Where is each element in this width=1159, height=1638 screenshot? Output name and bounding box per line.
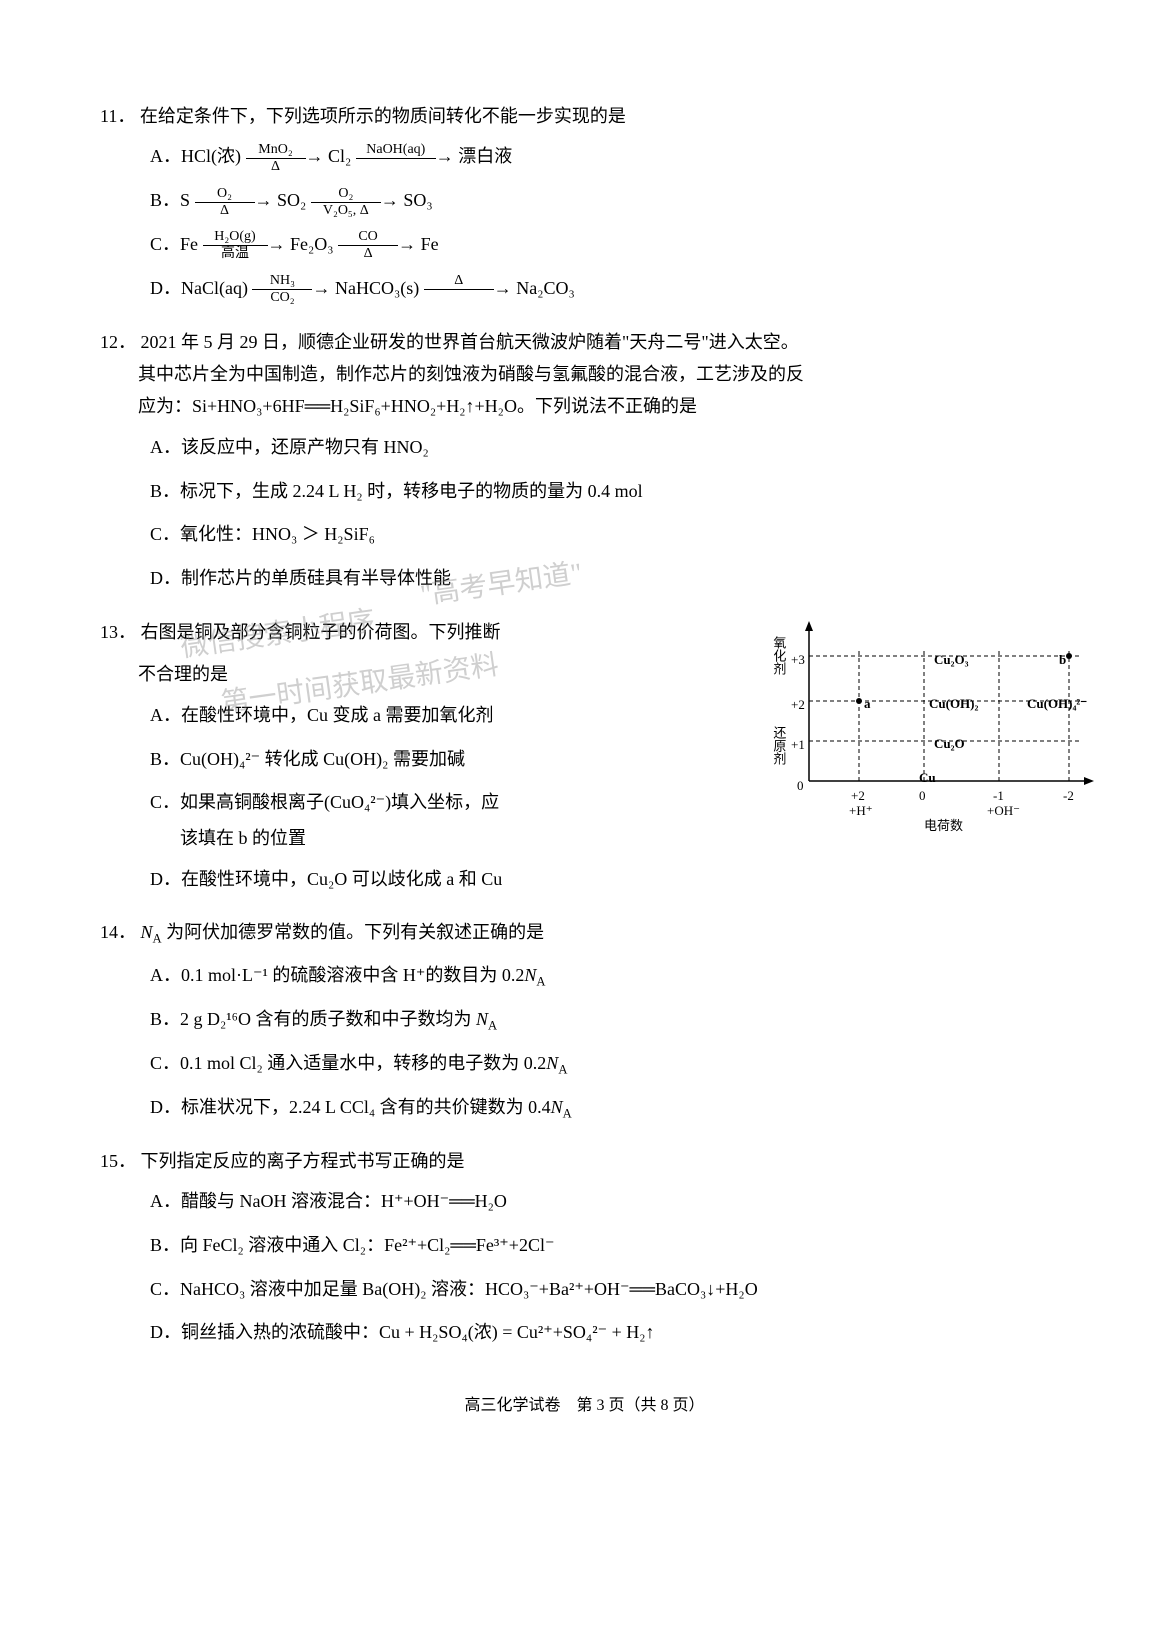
q13-option-b: B．Cu(OH)₄²⁻ 转化成 Cu(OH)₂ 需要加碱 — [100, 741, 670, 779]
reaction-arrow: Δ — [424, 274, 494, 305]
q13-stem-line2: 不合理的是 — [100, 658, 670, 690]
reaction-arrow: NH₃ CO₂ — [252, 274, 312, 305]
q13-option-a: A．在酸性环境中，Cu 变成 a 需要加氧化剂 — [100, 697, 670, 735]
q15-number: 15． — [100, 1151, 136, 1171]
q13-price-charge-diagram: +3 +2 +1 0 +2 0 -1 -2 +H⁺ +OH⁻ Cu₂O₃ b a… — [749, 606, 1109, 836]
q14-option-d: D．标准状况下，2.24 L CCl₄ 含有的共价键数为 0.4NA — [100, 1089, 1069, 1127]
q15-option-a: A．醋酸与 NaOH 溶液混合：H⁺+OH⁻══H₂O — [100, 1183, 1069, 1221]
reaction-arrow: MnO₂ Δ — [246, 143, 306, 174]
q14-option-a: A．0.1 mol·L⁻¹ 的硫酸溶液中含 H⁺的数目为 0.2NA — [100, 957, 1069, 995]
reaction-arrow: O₂ V₂O₅, Δ — [311, 187, 381, 218]
q13-option-d: D．在酸性环境中，Cu₂O 可以歧化成 a 和 Cu — [100, 861, 1069, 899]
q11-a-start: A．HCl(浓) — [150, 146, 241, 166]
q14-option-b: B．2 g D₂¹⁶O 含有的质子数和中子数均为 NA — [100, 1001, 1069, 1039]
q13-option-c-line1: C．如果高铜酸根离子(CuO₄²⁻)填入坐标，应 — [100, 784, 670, 822]
q11-option-c: C．Fe H₂O(g) 高温 → Fe₂O₃ CO Δ → Fe — [100, 226, 1069, 264]
q13-option-c-line2: 该填在 b 的位置 — [100, 822, 670, 854]
q11-number: 11． — [100, 106, 135, 126]
q11-c-start: C．Fe — [150, 234, 198, 254]
question-11: 11． 在给定条件下，下列选项所示的物质间转化不能一步实现的是 A．HCl(浓)… — [100, 100, 1069, 308]
q12-option-b: B．标况下，生成 2.24 L H₂ 时，转移电子的物质的量为 0.4 mol — [100, 473, 1069, 511]
q11-option-d: D．NaCl(aq) NH₃ CO₂ → NaHCO₃(s) Δ → Na₂CO… — [100, 270, 1069, 308]
q11-option-a: A．HCl(浓) MnO₂ Δ → Cl₂ NaOH(aq) → 漂白液 — [100, 138, 1069, 176]
q12-option-c: C．氧化性：HNO₃ ＞ H₂SiF₆ — [100, 516, 1069, 554]
q12-stem-line1: 2021 年 5 月 29 日，顺德企业研发的世界首台航天微波炉随着"天舟二号"… — [141, 332, 799, 352]
q13-stem-line1: 右图是铜及部分含铜粒子的价荷图。下列推断 — [141, 622, 501, 642]
q14-stem: 为阿伏加德罗常数的值。下列有关叙述正确的是 — [166, 922, 544, 942]
reaction-arrow: H₂O(g) 高温 — [203, 230, 268, 261]
page-footer: 高三化学试卷 第 3 页（共 8 页） — [100, 1392, 1069, 1421]
diagram-svg — [749, 606, 1109, 836]
q11-d-start: D．NaCl(aq) — [150, 278, 248, 298]
q15-stem: 下列指定反应的离子方程式书写正确的是 — [141, 1151, 465, 1171]
q12-option-a: A．该反应中，还原产物只有 HNO₂ — [100, 429, 1069, 467]
q11-stem: 在给定条件下，下列选项所示的物质间转化不能一步实现的是 — [140, 106, 626, 126]
q14-option-c: C．0.1 mol Cl₂ 通入适量水中，转移的电子数为 0.2NA — [100, 1045, 1069, 1083]
q15-option-d: D．铜丝插入热的浓硫酸中：Cu + H₂SO₄(浓) = Cu²⁺+SO₄²⁻ … — [100, 1314, 1069, 1352]
reaction-arrow: O₂ Δ — [195, 187, 255, 218]
q12-stem-line3: 应为：Si+HNO₃+6HF══H₂SiF₆+HNO₂+H₂↑+H₂O。下列说法… — [100, 390, 1069, 422]
q12-option-d: D．制作芯片的单质硅具有半导体性能 — [100, 560, 1069, 598]
q15-option-c: C．NaHCO₃ 溶液中加足量 Ba(OH)₂ 溶液：HCO₃⁻+Ba²⁺+OH… — [100, 1271, 1069, 1309]
q11-option-b: B．S O₂ Δ → SO₂ O₂ V₂O₅, Δ → SO₃ — [100, 182, 1069, 220]
q13-number: 13． — [100, 622, 136, 642]
question-12: 12． 2021 年 5 月 29 日，顺德企业研发的世界首台航天微波炉随着"天… — [100, 326, 1069, 598]
q11-b-start: B．S — [150, 190, 190, 210]
question-14: 14． NA 为阿伏加德罗常数的值。下列有关叙述正确的是 A．0.1 mol·L… — [100, 916, 1069, 1126]
q12-number: 12． — [100, 332, 136, 352]
q14-number: 14． — [100, 922, 136, 942]
q12-stem-line2: 其中芯片全为中国制造，制作芯片的刻蚀液为硝酸与氢氟酸的混合液，工艺涉及的反 — [100, 358, 1069, 390]
reaction-arrow: NaOH(aq) — [356, 143, 436, 174]
q15-option-b: B．向 FeCl₂ 溶液中通入 Cl₂：Fe²⁺+Cl₂══Fe³⁺+2Cl⁻ — [100, 1227, 1069, 1265]
reaction-arrow: CO Δ — [338, 230, 398, 261]
question-15: 15． 下列指定反应的离子方程式书写正确的是 A．醋酸与 NaOH 溶液混合：H… — [100, 1145, 1069, 1353]
question-13: 13． 右图是铜及部分含铜粒子的价荷图。下列推断 不合理的是 A．在酸性环境中，… — [100, 616, 1069, 898]
